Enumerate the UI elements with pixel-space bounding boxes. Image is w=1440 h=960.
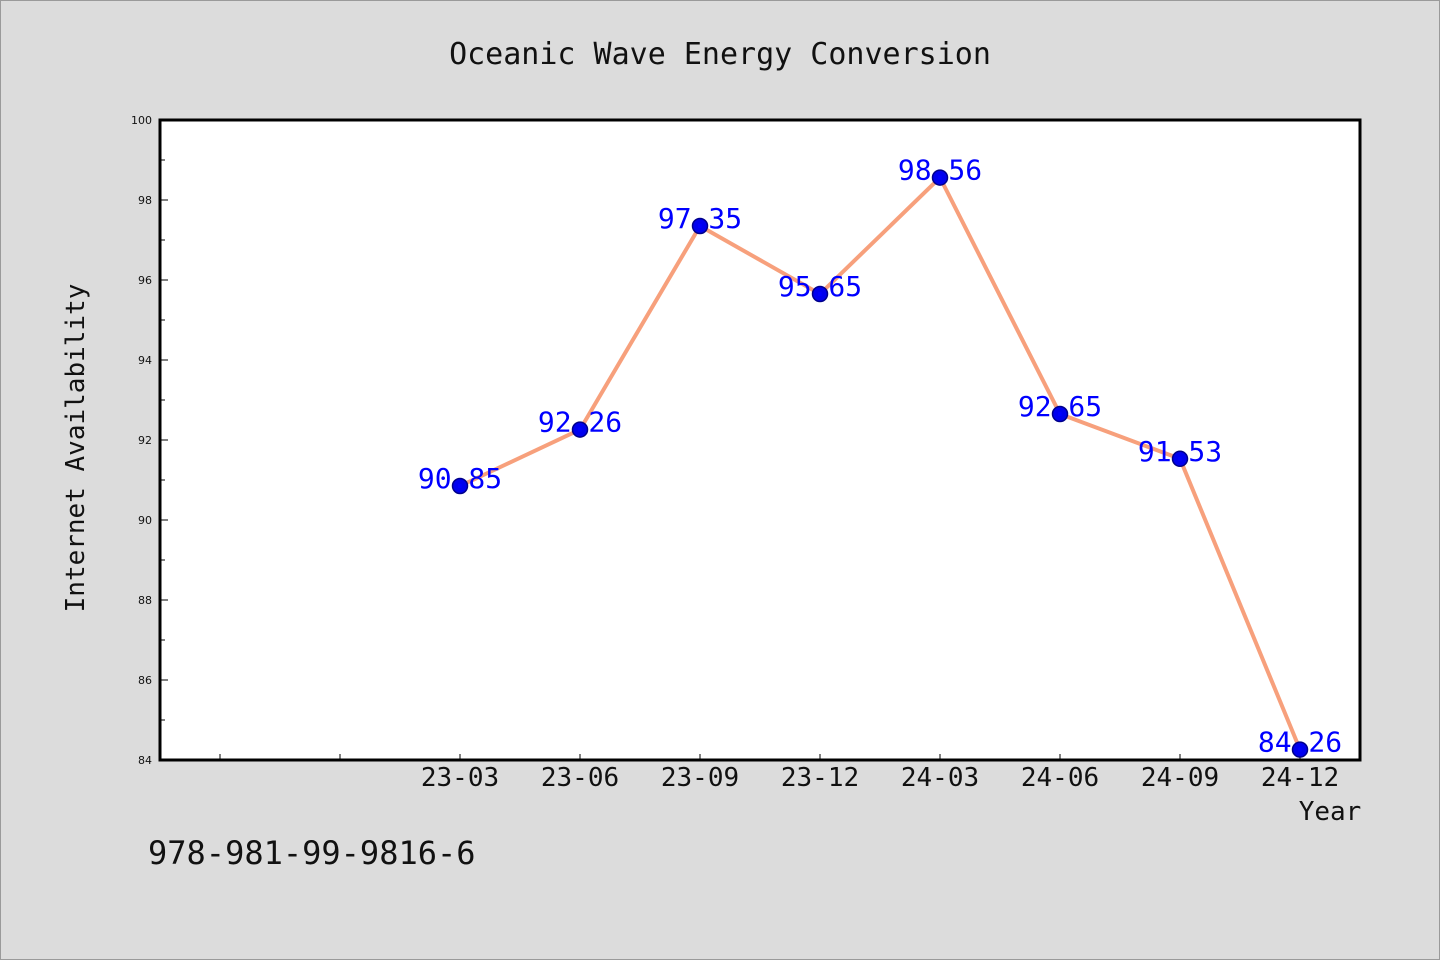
data-point [691,217,709,235]
data-label: 92.26 [538,406,622,439]
x-axis: 23-03 23-06 23-09 23-12 24-03 24-06 24-09 24-12 [219,754,1339,793]
y-tick-label: 84 [138,754,152,767]
data-label: 92.65 [1018,390,1102,423]
data-point [811,285,829,303]
data-point [1171,450,1189,468]
data-point [571,421,589,438]
y-tick-label: 100 [131,114,152,127]
y-tick-label: 96 [138,274,152,287]
data-point [931,169,949,186]
y-tick-label: 88 [138,594,152,607]
data-label: 95.65 [778,270,862,303]
x-tick-label: 24-09 [1141,763,1219,793]
y-tick-label: 92 [138,434,152,447]
x-tick-label: 24-03 [901,763,979,793]
x-tick-label: 24-12 [1261,763,1339,793]
series-line [459,175,1302,751]
x-tick-label: 23-09 [661,763,739,793]
y-tick-label: 98 [138,194,152,207]
data-label: 90.85 [418,462,502,495]
y-tick-label: 86 [138,674,152,687]
y-tick-label: 90 [138,514,152,527]
x-tick-label: 23-12 [781,763,859,793]
plot-area [160,120,1360,760]
data-points [451,169,1309,758]
data-point [1051,405,1069,423]
y-tick-label: 94 [138,354,152,367]
chart-title: Oceanic Wave Energy Conversion [449,37,991,72]
data-labels: 90.85 92.26 97.35 95.65 98.56 92.65 91.53 84.26 [418,154,1342,759]
y-axis-label: Internet Availability [61,284,91,613]
data-label: 91.53 [1138,435,1222,468]
data-point [451,477,469,495]
data-label: 98.56 [898,154,982,187]
data-point [1291,741,1309,758]
data-label: 84.26 [1258,726,1342,759]
footer-identifier: 978-981-99-9816-6 [148,834,476,872]
x-axis-label: Year [1299,797,1362,827]
x-tick-label: 23-03 [421,763,499,793]
y-axis: 84 86 88 90 92 94 96 98 100 [131,114,168,767]
plot-frame [158,118,1362,762]
data-label: 97.35 [658,202,742,235]
x-tick-label: 24-06 [1021,763,1099,793]
x-tick-label: 23-06 [541,763,619,793]
